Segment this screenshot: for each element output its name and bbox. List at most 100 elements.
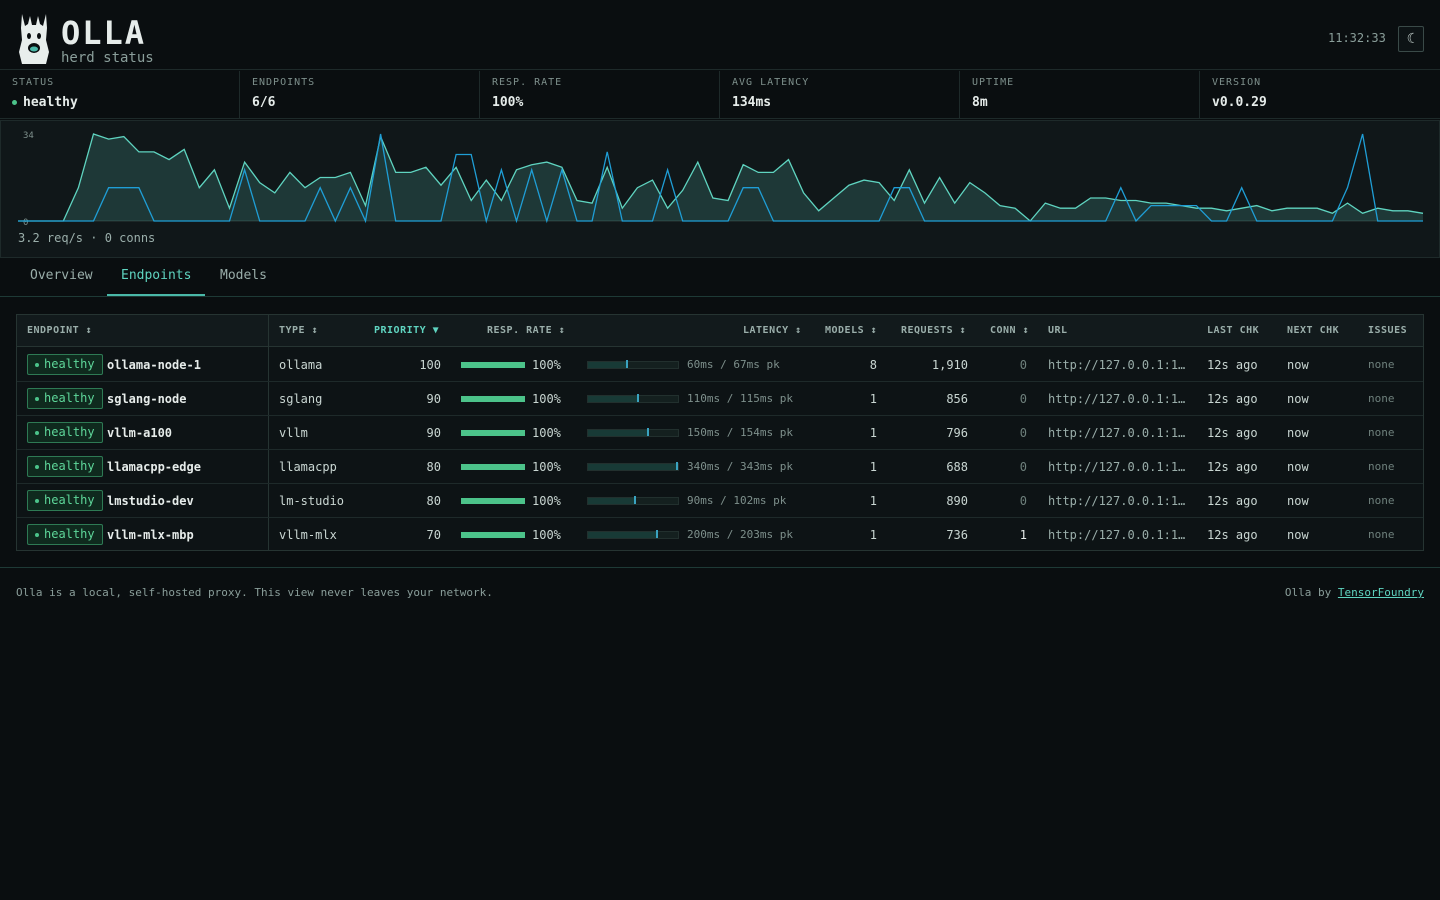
series-line-1 <box>18 133 1423 224</box>
col-endpoint[interactable]: ENDPOINT ↕ <box>27 325 93 336</box>
tab-overview[interactable]: Overview <box>30 268 93 283</box>
latency-marker <box>676 462 679 470</box>
tab-bar: Overview Endpoints Models <box>0 258 1440 297</box>
stat-value: 100% <box>492 95 524 110</box>
issues-value: none <box>1368 494 1395 507</box>
latency-fill <box>588 464 678 470</box>
endpoint-url[interactable]: http://127.0.0.1:19… <box>1048 426 1190 440</box>
tensorfoundry-link[interactable]: TensorFoundry <box>1337 586 1424 599</box>
col-type[interactable]: TYPE ↕ <box>279 325 319 336</box>
latency-bar <box>587 360 679 369</box>
latency-value: 150ms / 154ms pk <box>687 426 793 439</box>
stat-label: RESP. RATE <box>492 77 563 88</box>
latency-bar <box>587 394 679 403</box>
endpoint-name[interactable]: vllm-mlx-mbp <box>107 528 194 542</box>
resp-rate-bar <box>461 396 525 402</box>
endpoint-type: vllm-mlx <box>279 528 337 542</box>
footer-by: Olla by <box>1284 586 1338 599</box>
table-row[interactable]: healthy sglang-node sglang 90 100% 110ms / 11… <box>17 382 1423 416</box>
stat-label: AVG LATENCY <box>732 77 810 88</box>
table-row[interactable]: healthy lmstudio-dev lm-studio 80 100% 90ms /… <box>17 484 1423 518</box>
next-check: now <box>1287 460 1309 474</box>
last-check: 12s ago <box>1207 528 1258 542</box>
col-resp-rate[interactable]: RESP. RATE ↕ <box>487 325 566 336</box>
table-header: ENDPOINT ↕ TYPE ↕ PRIORITY ▼ RESP. RATE … <box>17 315 1423 347</box>
last-check: 12s ago <box>1207 358 1258 372</box>
stat-value: 134ms <box>732 95 772 110</box>
models-count: 1 <box>869 494 877 508</box>
tab-endpoints[interactable]: Endpoints <box>107 258 206 296</box>
col-url: URL <box>1048 325 1068 336</box>
endpoint-name[interactable]: ollama-node-1 <box>107 358 201 372</box>
latency-value: 90ms / 102ms pk <box>687 494 787 507</box>
issues-value: none <box>1368 528 1395 541</box>
resp-rate-value: 100% <box>532 460 561 474</box>
stat-resp-rate: RESP. RATE 100% <box>480 71 720 119</box>
status-text: healthy <box>44 425 95 439</box>
endpoint-url[interactable]: http://127.0.0.1:19… <box>1048 358 1190 372</box>
table-row[interactable]: healthy vllm-mlx-mbp vllm-mlx 70 100% 200ms /… <box>17 518 1423 552</box>
col-next-chk: NEXT CHK <box>1287 325 1340 336</box>
theme-toggle-button[interactable]: ☾ <box>1398 26 1424 52</box>
table-row[interactable]: healthy vllm-a100 vllm 90 100% 150ms / 154ms … <box>17 416 1423 450</box>
resp-rate-fill <box>461 396 525 402</box>
col-priority[interactable]: PRIORITY ▼ <box>374 325 440 336</box>
endpoint-priority: 80 <box>426 494 441 508</box>
requests-count: 796 <box>946 426 968 440</box>
endpoint-name[interactable]: sglang-node <box>107 392 187 406</box>
resp-rate-bar <box>461 498 525 504</box>
latency-marker <box>637 394 640 402</box>
col-conn[interactable]: CONN ↕ <box>990 325 1030 336</box>
issues-value: none <box>1368 426 1395 439</box>
table-row[interactable]: healthy ollama-node-1 ollama 100 100% 60ms / … <box>17 348 1423 382</box>
endpoint-url[interactable]: http://127.0.0.1:19… <box>1048 392 1190 406</box>
endpoint-priority: 80 <box>426 460 441 474</box>
col-latency[interactable]: LATENCY ↕ <box>743 325 802 336</box>
last-check: 12s ago <box>1207 392 1258 406</box>
endpoint-name[interactable]: llamacpp-edge <box>107 460 201 474</box>
next-check: now <box>1287 358 1309 372</box>
requests-count: 736 <box>946 528 968 542</box>
last-check: 12s ago <box>1207 494 1258 508</box>
latency-value: 60ms / 67ms pk <box>687 358 780 371</box>
traffic-chart: 34 0 3.2 req/s · 0 conns <box>0 120 1440 258</box>
stat-value: 6/6 <box>252 95 276 110</box>
status-text: healthy <box>44 357 95 371</box>
endpoint-name[interactable]: lmstudio-dev <box>107 494 194 508</box>
status-text: healthy <box>44 527 95 541</box>
stat-value: 8m <box>972 95 988 110</box>
endpoint-url[interactable]: http://127.0.0.1:19… <box>1048 528 1190 542</box>
endpoint-url[interactable]: http://127.0.0.1:19… <box>1048 460 1190 474</box>
latency-fill <box>588 396 639 402</box>
status-badge: healthy <box>27 354 103 375</box>
app-header: OLLA herd status 11:32:33 ☾ <box>0 0 1440 70</box>
latency-bar <box>587 462 679 471</box>
endpoint-type: vllm <box>279 426 308 440</box>
resp-rate-value: 100% <box>532 392 561 406</box>
table-row[interactable]: healthy llamacpp-edge llamacpp 80 100% 340ms … <box>17 450 1423 484</box>
latency-bar <box>587 530 679 539</box>
resp-rate-fill <box>461 362 525 368</box>
conn-count: 0 <box>1019 494 1027 508</box>
tab-models[interactable]: Models <box>220 268 267 283</box>
resp-rate-fill <box>461 464 525 470</box>
resp-rate-fill <box>461 498 525 504</box>
series-line-0 <box>18 133 1424 222</box>
endpoint-type: ollama <box>279 358 323 372</box>
next-check: now <box>1287 426 1309 440</box>
col-models[interactable]: MODELS ↕ <box>825 325 878 336</box>
stat-uptime: UPTIME 8m <box>960 71 1200 119</box>
col-requests[interactable]: REQUESTS ↕ <box>901 325 967 336</box>
resp-rate-bar <box>461 532 525 538</box>
latency-value: 340ms / 343ms pk <box>687 460 793 473</box>
endpoint-url[interactable]: http://127.0.0.1:19… <box>1048 494 1190 508</box>
conn-count: 1 <box>1019 528 1027 542</box>
status-badge: healthy <box>27 388 103 409</box>
latency-fill <box>588 430 649 436</box>
stat-version: VERSION v0.0.29 <box>1200 71 1440 119</box>
endpoint-priority: 100 <box>419 358 441 372</box>
endpoint-name[interactable]: vllm-a100 <box>107 426 173 440</box>
conn-count: 0 <box>1019 426 1027 440</box>
chart-caption: 3.2 req/s · 0 conns <box>18 231 156 245</box>
resp-rate-fill <box>461 430 525 436</box>
